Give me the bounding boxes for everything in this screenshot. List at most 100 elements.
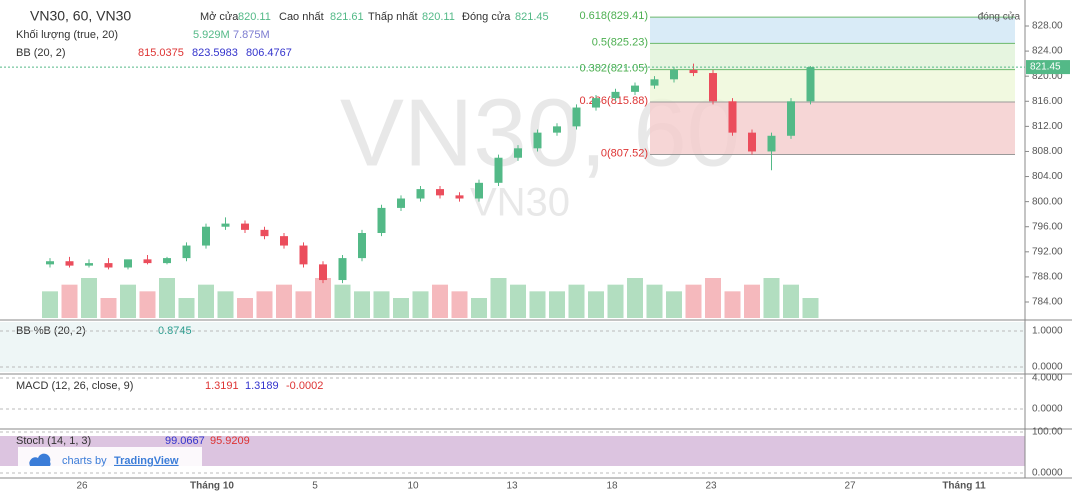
- candle-body: [143, 259, 152, 264]
- pane-tick-label: 4.0000: [1032, 373, 1063, 384]
- candle-body: [163, 258, 171, 264]
- volume-bar: [490, 278, 507, 318]
- fib-label: 0(807.52): [601, 147, 648, 159]
- value: 823.5983: [192, 47, 238, 59]
- volume-bar: [354, 291, 370, 318]
- value: -0.0002: [286, 380, 323, 392]
- candle-body: [787, 101, 795, 136]
- candle-body: [260, 229, 269, 237]
- candle-body: [85, 263, 93, 266]
- volume-bar: [61, 284, 78, 318]
- branding: charts by: [62, 455, 107, 467]
- volume-bar: [763, 278, 780, 318]
- bbpct-pane: [0, 322, 1025, 372]
- fib-zone: [650, 43, 1015, 70]
- volume-bar: [607, 284, 624, 318]
- volume-bar: [178, 298, 195, 318]
- volume-bar: [334, 284, 351, 318]
- indicator: MACD (12, 26, close, 9): [16, 380, 133, 392]
- pane-tick-label: 100.00: [1032, 427, 1063, 438]
- volume-bar: [198, 284, 214, 318]
- candle-body: [494, 157, 503, 183]
- candle-body: [319, 264, 327, 281]
- volume-bar: [549, 291, 565, 318]
- logo: [29, 453, 51, 466]
- candle-body: [650, 79, 659, 86]
- volume-bar: [646, 284, 663, 318]
- volume-bar: [510, 284, 526, 318]
- fib-zone: [650, 102, 1015, 155]
- volume-bar: [744, 284, 760, 318]
- y-tick-label: 820.00: [1032, 71, 1063, 82]
- symbol: VN30, 60, VN30: [30, 8, 131, 24]
- fib-zone: [650, 17, 1015, 44]
- value: 95.9209: [210, 435, 250, 447]
- volume-bar: [139, 291, 156, 318]
- candle-body: [221, 223, 230, 227]
- candle-body: [124, 259, 132, 268]
- x-tick-label: 10: [407, 481, 419, 492]
- fib-label: 0.618(829.41): [580, 10, 649, 22]
- candle-body: [611, 91, 620, 99]
- volume-bar: [100, 298, 117, 318]
- y-tick-label: 816.00: [1032, 96, 1063, 107]
- candle-body: [416, 189, 425, 199]
- x-tick-label: 26: [76, 481, 88, 492]
- y-tick-label: 812.00: [1032, 121, 1063, 132]
- volume-bar: [237, 298, 253, 318]
- label: Cao nhất: [279, 11, 324, 23]
- watermark-sub: VN30: [470, 181, 570, 225]
- y-tick-label: 800.00: [1032, 196, 1063, 207]
- volume-bar: [627, 278, 643, 318]
- fib-zone: [650, 69, 1015, 103]
- candle-body: [806, 67, 815, 102]
- candle-body: [182, 245, 191, 259]
- volume-bar: [588, 291, 604, 318]
- indicator: BB (20, 2): [16, 47, 66, 59]
- indicator: Khối lượng (true, 20): [16, 29, 118, 41]
- value: 1.3189: [245, 380, 279, 392]
- y-tick-label: 828.00: [1032, 21, 1063, 32]
- x-tick-label: 5: [312, 481, 318, 492]
- volume-bar: [529, 291, 546, 318]
- fib-label: 0.382(821.05): [580, 63, 649, 75]
- volume-bar: [802, 298, 819, 318]
- x-tick-label: Tháng 11: [942, 481, 986, 492]
- value: 815.0375: [138, 47, 184, 59]
- volume-bar: [783, 284, 799, 318]
- candle-body: [46, 261, 54, 265]
- pane-tick-label: 0.0000: [1032, 404, 1063, 415]
- candle-body: [689, 69, 698, 74]
- y-tick-label: 804.00: [1032, 171, 1063, 182]
- x-tick-label: 27: [844, 481, 856, 492]
- candle-body: [533, 132, 542, 149]
- candle-body: [455, 195, 464, 199]
- volume-bar: [393, 298, 409, 318]
- volume-bar: [81, 278, 97, 318]
- volume-bar: [412, 291, 429, 318]
- pane-tick-label: 0.0000: [1032, 468, 1063, 479]
- candle-body: [202, 226, 210, 246]
- pane-tick-label: 0.0000: [1032, 362, 1063, 373]
- pane-tick-label: 1.0000: [1032, 326, 1063, 337]
- candle-body: [553, 126, 561, 133]
- candle-body: [104, 263, 113, 268]
- value: 806.4767: [246, 47, 292, 59]
- value: 821.45: [515, 11, 549, 23]
- value: 5.929M: [193, 29, 230, 41]
- marks: [42, 63, 819, 318]
- y-tick-label: 824.00: [1032, 46, 1063, 57]
- value: 820.11: [238, 11, 271, 23]
- volume-bar: [705, 278, 721, 318]
- value: 821.61: [330, 11, 364, 23]
- x-tick-label: Tháng 10: [190, 481, 234, 492]
- candle-body: [514, 148, 522, 158]
- volume-bar: [685, 284, 702, 318]
- y-tick-label: 792.00: [1032, 246, 1063, 257]
- value: 99.0667: [165, 435, 205, 447]
- branding-link[interactable]: TradingView: [114, 455, 179, 467]
- candle-body: [241, 223, 249, 230]
- candle-body: [436, 189, 444, 196]
